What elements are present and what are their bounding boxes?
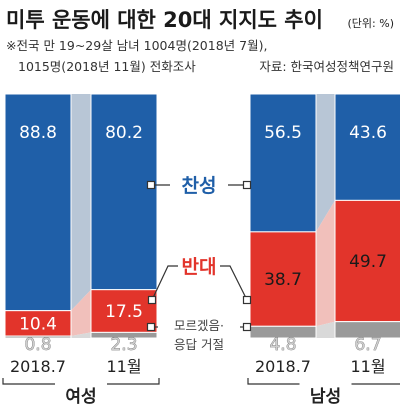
value-label-1-1-1: 49.7 xyxy=(349,252,387,272)
unit-label: (단위: %) xyxy=(348,17,394,30)
legend-connector-3 xyxy=(220,265,248,301)
value-label-1-0-2: 4.8 xyxy=(269,335,296,355)
value-label-0-1-1: 17.5 xyxy=(105,302,143,322)
value-label-0-0-1: 10.4 xyxy=(19,314,57,334)
group-label-1: 남성 xyxy=(310,387,341,407)
legend-marker-0 xyxy=(146,180,156,190)
bar-1-0-2 xyxy=(249,325,317,339)
legend-marker-1 xyxy=(242,180,252,190)
bar-1-0-0 xyxy=(249,93,317,233)
category-label-1-1: 11월 xyxy=(350,357,385,376)
legend-support-label: 찬성 xyxy=(182,175,217,197)
bar-0-0-1 xyxy=(4,310,72,337)
bar-0-1-0 xyxy=(90,93,158,291)
source-label: 자료: 한국여성정책연구원 xyxy=(259,59,394,74)
group-bracket-1 xyxy=(247,378,400,385)
value-label-1-1-0: 43.6 xyxy=(349,123,387,143)
band-1-2 xyxy=(316,321,335,338)
value-label-0-0-2: 0.8 xyxy=(24,335,51,355)
legend-marker-5 xyxy=(242,322,252,332)
group-label-0: 여성 xyxy=(65,387,96,407)
legend-unknown-label-line1: 모르겠음· xyxy=(174,318,224,333)
bar-1-1-1 xyxy=(334,199,400,323)
band-1-0 xyxy=(316,94,335,232)
group-bracket-0 xyxy=(2,378,160,385)
bar-1-1-2 xyxy=(334,321,400,339)
band-1-1 xyxy=(316,200,335,327)
bar-1-1-0 xyxy=(334,93,400,201)
category-label-0-1: 11월 xyxy=(106,357,141,376)
bar-0-0-0 xyxy=(4,93,72,312)
survey-note-line1: ※전국 만 19~29살 남녀 1004명(2018년 7월), xyxy=(6,38,267,53)
chart-title: 미투 운동에 대한 20대 지지도 추이 xyxy=(6,8,323,32)
category-label-0-0: 2018.7 xyxy=(10,357,66,376)
bar-0-1-1 xyxy=(90,289,158,333)
legend-marker-3 xyxy=(242,295,252,305)
legend-marker-4 xyxy=(146,322,156,332)
value-label-0-0-0: 88.8 xyxy=(19,123,57,143)
bar-1-0-1 xyxy=(249,231,317,327)
legend-oppose-label: 반대 xyxy=(182,256,217,278)
value-label-0-1-0: 80.2 xyxy=(105,123,143,143)
legend-unknown-label-line2: 응답 거절 xyxy=(174,337,224,352)
bar-0-0-2 xyxy=(4,335,72,339)
value-label-1-1-2: 6.7 xyxy=(354,335,381,355)
value-label-1-0-0: 56.5 xyxy=(264,123,302,143)
band-0-2 xyxy=(71,332,91,338)
value-label-0-1-2: 2.3 xyxy=(110,335,137,355)
category-label-1-0: 2018.7 xyxy=(255,357,311,376)
bar-0-1-2 xyxy=(90,331,158,339)
legend-marker-2 xyxy=(147,295,157,305)
band-0-0 xyxy=(71,94,91,311)
legend-connector-2 xyxy=(151,265,178,301)
survey-note-line2: 1015명(2018년 11월) 전화조사 xyxy=(18,59,196,74)
value-label-1-0-1: 38.7 xyxy=(264,270,302,290)
band-0-1 xyxy=(71,289,91,337)
